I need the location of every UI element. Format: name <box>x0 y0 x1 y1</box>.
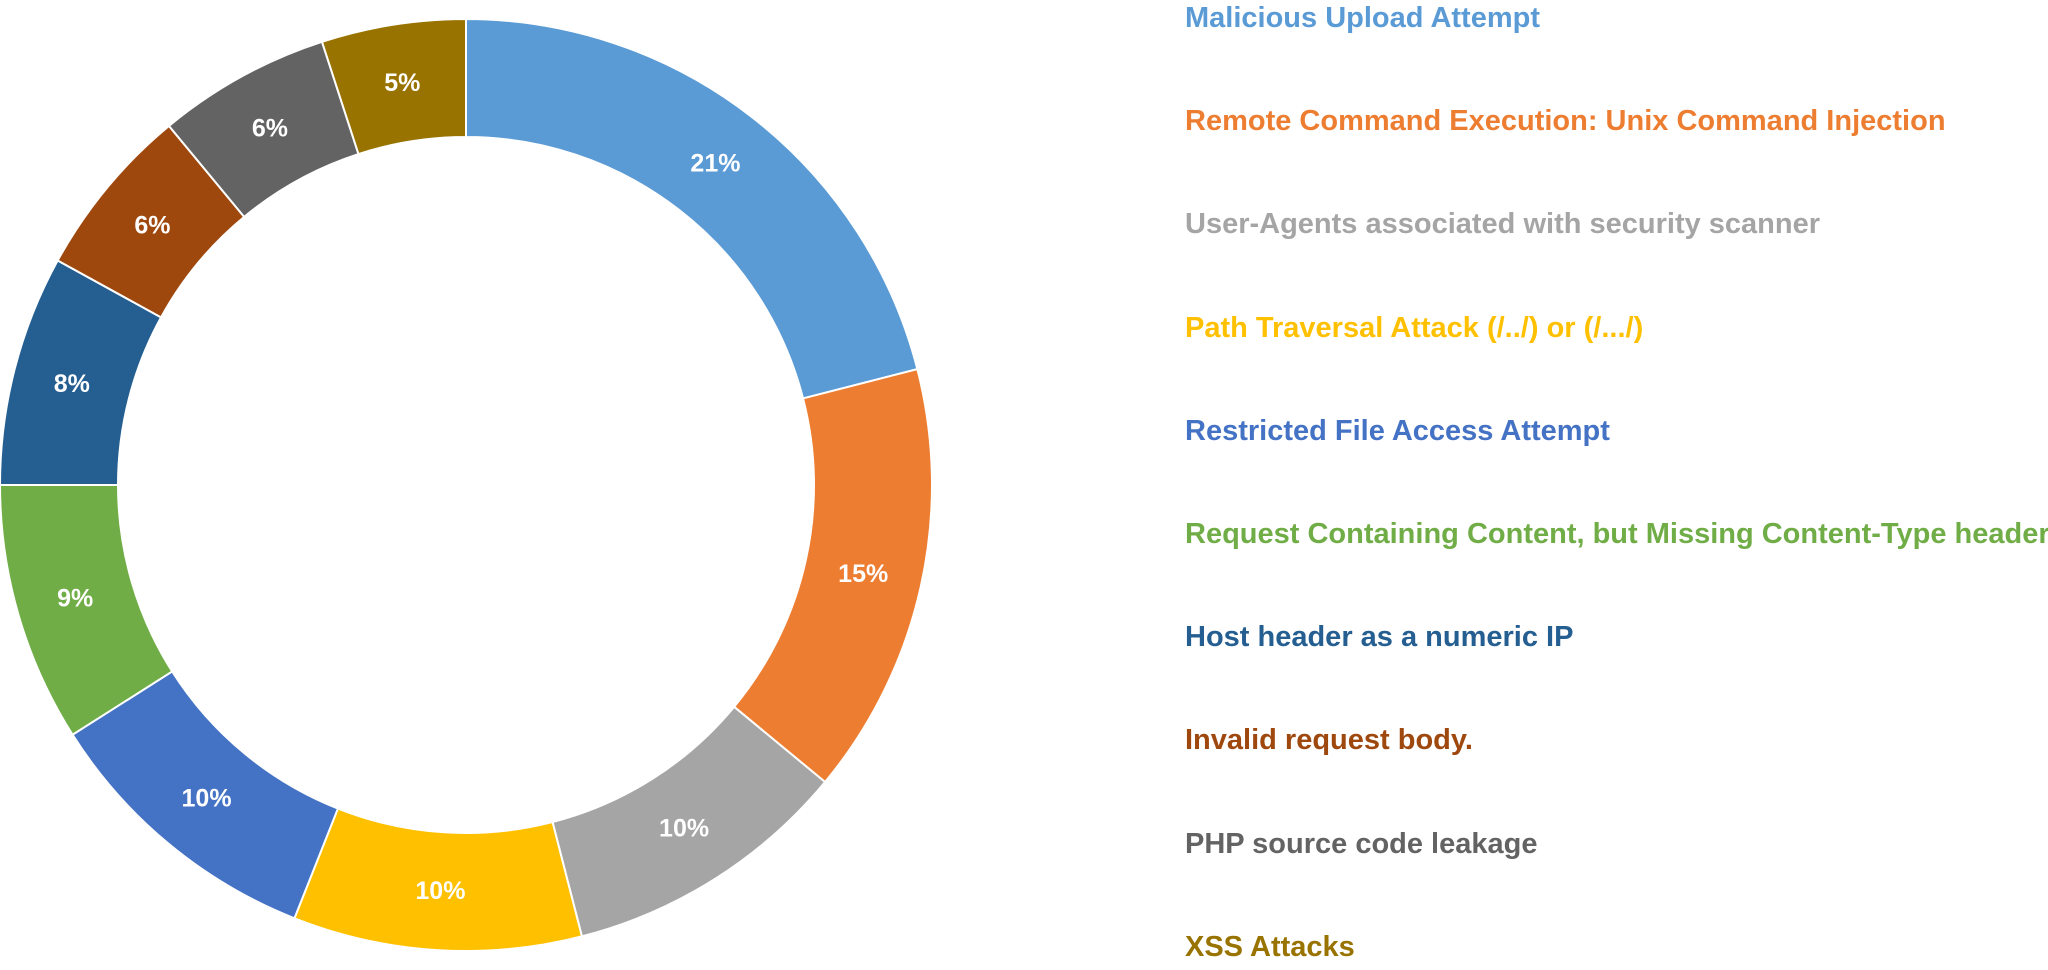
legend-item-1: Malicious Upload Attempt <box>1185 2 1540 34</box>
donut-slice-2 <box>732 367 933 784</box>
slice-data-label-6: 9% <box>57 585 93 613</box>
slice-data-label-1: 21% <box>690 149 740 177</box>
legend-item-3: User-Agents associated with security sca… <box>1185 208 1821 241</box>
slice-data-label-7: 8% <box>54 370 90 398</box>
slice-data-label-3: 10% <box>659 815 709 843</box>
legend-item-2: Remote Command Execution: Unix Command I… <box>1185 105 1946 138</box>
slice-data-label-10: 5% <box>384 69 420 97</box>
donut-plot: 21% 15% 10% 10% 10% 9% 8% 6% 6% 5% <box>0 17 933 952</box>
legend: Malicious Upload Attempt Remote Command E… <box>1185 0 2048 970</box>
legend-item-6: Request Containing Content, but Missing … <box>1185 518 2048 550</box>
slice-data-label-8: 6% <box>134 212 170 240</box>
legend-item-8: Invalid request body. <box>1185 724 1473 757</box>
donut-slice-1 <box>465 17 919 400</box>
legend-item-7: Host header as a numeric IP <box>1185 621 1574 654</box>
legend-item-5: Restricted File Access Attempt <box>1185 414 1610 447</box>
legend-item-4: Path Traversal Attack (/../) or (/.../) <box>1185 311 1644 344</box>
donut-slice-6 <box>0 484 174 737</box>
slice-data-label-4: 10% <box>415 877 465 905</box>
legend-item-10: XSS Attacks <box>1185 930 1355 963</box>
slice-data-label-2: 15% <box>838 560 888 588</box>
legend-item-9: PHP source code leakage <box>1185 827 1538 860</box>
slice-data-label-5: 10% <box>182 785 232 813</box>
slice-data-label-9: 6% <box>252 114 288 142</box>
donut-slice-10 <box>320 17 467 156</box>
